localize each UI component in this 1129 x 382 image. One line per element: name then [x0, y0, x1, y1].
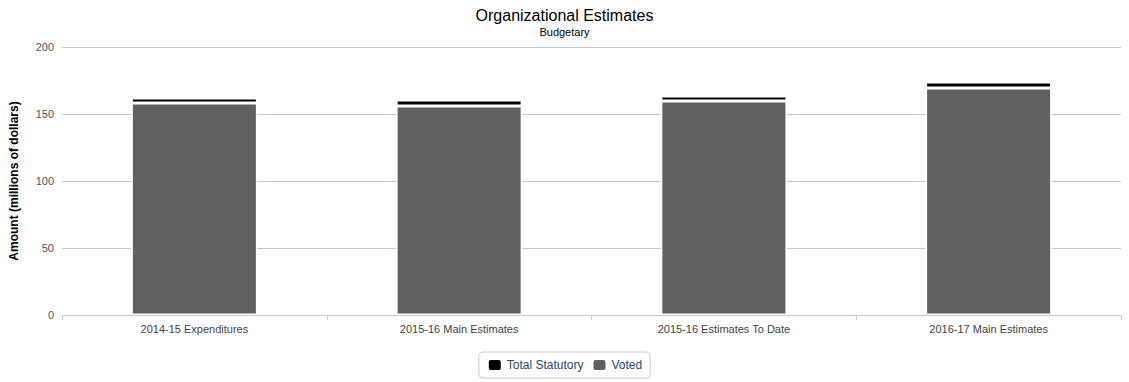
svg-text:Total Statutory: Total Statutory [507, 358, 584, 372]
svg-text:2015-16 Estimates To Date: 2015-16 Estimates To Date [658, 323, 790, 335]
svg-text:Budgetary: Budgetary [539, 26, 590, 38]
svg-text:Voted: Voted [612, 358, 643, 372]
svg-text:2016-17 Main Estimates: 2016-17 Main Estimates [929, 323, 1048, 335]
svg-text:0: 0 [48, 309, 54, 321]
svg-text:Amount (millions of dollars): Amount (millions of dollars) [7, 101, 21, 260]
svg-text:2014-15 Expenditures: 2014-15 Expenditures [141, 323, 249, 335]
svg-text:Organizational Estimates: Organizational Estimates [476, 7, 654, 24]
svg-text:150: 150 [36, 108, 54, 120]
svg-text:200: 200 [36, 41, 54, 53]
svg-text:100: 100 [36, 175, 54, 187]
svg-text:2015-16 Main Estimates: 2015-16 Main Estimates [400, 323, 519, 335]
svg-text:50: 50 [42, 242, 54, 254]
